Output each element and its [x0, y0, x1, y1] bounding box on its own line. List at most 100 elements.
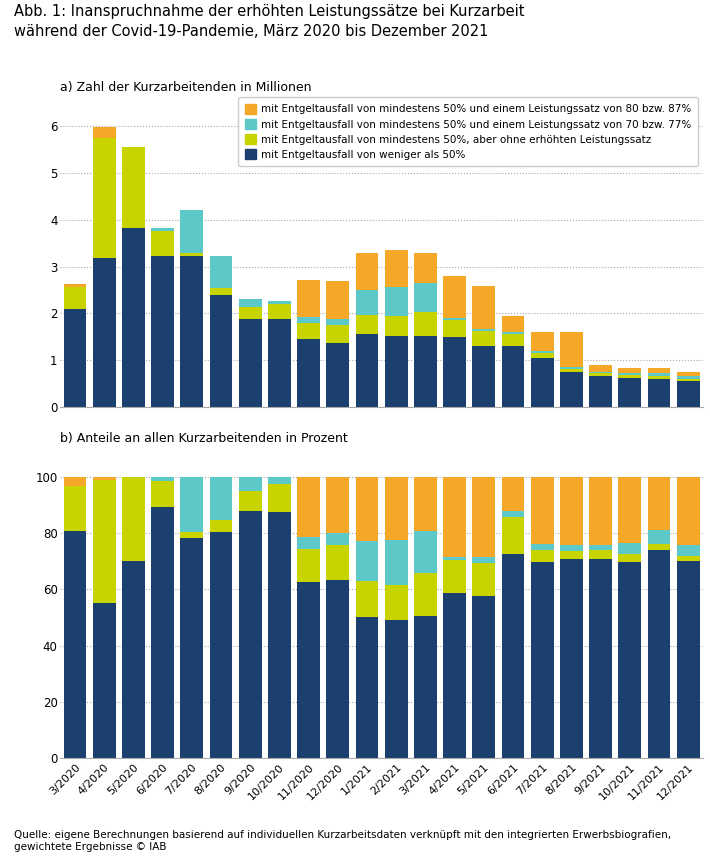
- Bar: [239, 511, 261, 758]
- Bar: [180, 478, 203, 532]
- Bar: [93, 138, 116, 259]
- Bar: [239, 307, 261, 318]
- Bar: [589, 365, 612, 372]
- Bar: [414, 336, 437, 407]
- Bar: [327, 318, 349, 325]
- Bar: [209, 532, 232, 758]
- Bar: [327, 342, 349, 407]
- Bar: [209, 478, 232, 520]
- Bar: [531, 358, 554, 407]
- Bar: [385, 585, 408, 621]
- Bar: [385, 621, 408, 758]
- Text: b) Anteile an allen Kurzarbeitenden in Prozent: b) Anteile an allen Kurzarbeitenden in P…: [60, 432, 348, 445]
- Bar: [618, 478, 641, 543]
- Bar: [180, 256, 203, 407]
- Text: Abb. 1: Inanspruchnahme der erhöhten Leistungssätze bei Kurzarbeit
während der C: Abb. 1: Inanspruchnahme der erhöhten Lei…: [14, 4, 525, 39]
- Bar: [472, 346, 496, 407]
- Bar: [93, 128, 116, 138]
- Bar: [180, 211, 203, 253]
- Bar: [618, 375, 641, 377]
- Bar: [297, 478, 320, 537]
- Bar: [356, 541, 378, 581]
- Bar: [151, 481, 174, 508]
- Bar: [560, 367, 583, 369]
- Bar: [648, 368, 670, 372]
- Bar: [502, 517, 525, 554]
- Bar: [327, 532, 349, 544]
- Bar: [677, 379, 699, 381]
- Bar: [385, 287, 408, 316]
- Bar: [677, 556, 699, 562]
- Bar: [297, 317, 320, 323]
- Bar: [209, 256, 232, 288]
- Bar: [414, 478, 437, 531]
- Bar: [414, 312, 437, 336]
- Bar: [618, 562, 641, 758]
- Bar: [443, 320, 466, 336]
- Bar: [327, 325, 349, 342]
- Bar: [472, 331, 496, 346]
- Bar: [122, 562, 145, 758]
- Bar: [560, 478, 583, 545]
- Bar: [443, 478, 466, 556]
- Bar: [589, 373, 612, 377]
- Bar: [151, 256, 174, 407]
- Bar: [531, 332, 554, 351]
- Bar: [648, 372, 670, 377]
- Bar: [560, 372, 583, 407]
- Bar: [502, 334, 525, 346]
- Bar: [151, 230, 174, 256]
- Bar: [93, 480, 116, 603]
- Bar: [618, 543, 641, 554]
- Bar: [531, 562, 554, 758]
- Bar: [64, 478, 87, 486]
- Bar: [385, 540, 408, 585]
- Bar: [64, 486, 87, 531]
- Bar: [414, 616, 437, 758]
- Bar: [472, 562, 496, 596]
- Bar: [560, 369, 583, 372]
- Bar: [589, 478, 612, 544]
- Bar: [502, 316, 525, 332]
- Bar: [531, 478, 554, 544]
- Bar: [385, 478, 408, 540]
- Bar: [443, 560, 466, 593]
- Bar: [589, 372, 612, 373]
- Text: a) Zahl der Kurzarbeitenden in Millionen: a) Zahl der Kurzarbeitenden in Millionen: [60, 81, 312, 94]
- Bar: [414, 531, 437, 574]
- Bar: [297, 537, 320, 549]
- Bar: [618, 554, 641, 562]
- Bar: [122, 147, 145, 228]
- Bar: [268, 512, 291, 758]
- Bar: [443, 556, 466, 560]
- Bar: [180, 538, 203, 758]
- Bar: [180, 253, 203, 256]
- Bar: [327, 580, 349, 758]
- Bar: [531, 351, 554, 353]
- Bar: [151, 229, 174, 230]
- Bar: [648, 377, 670, 378]
- Bar: [648, 478, 670, 530]
- Bar: [356, 581, 378, 617]
- Bar: [122, 478, 145, 562]
- Bar: [443, 593, 466, 758]
- Bar: [356, 334, 378, 407]
- Bar: [356, 315, 378, 334]
- Bar: [297, 339, 320, 407]
- Bar: [472, 286, 496, 329]
- Bar: [356, 478, 378, 541]
- Bar: [268, 300, 291, 305]
- Bar: [589, 544, 612, 550]
- Bar: [443, 336, 466, 407]
- Bar: [472, 596, 496, 758]
- Bar: [356, 617, 378, 758]
- Bar: [209, 288, 232, 294]
- Bar: [502, 346, 525, 407]
- Bar: [297, 323, 320, 339]
- Bar: [502, 511, 525, 517]
- Bar: [677, 478, 699, 544]
- Bar: [297, 280, 320, 317]
- Bar: [677, 562, 699, 758]
- Bar: [64, 284, 87, 287]
- Bar: [502, 478, 525, 511]
